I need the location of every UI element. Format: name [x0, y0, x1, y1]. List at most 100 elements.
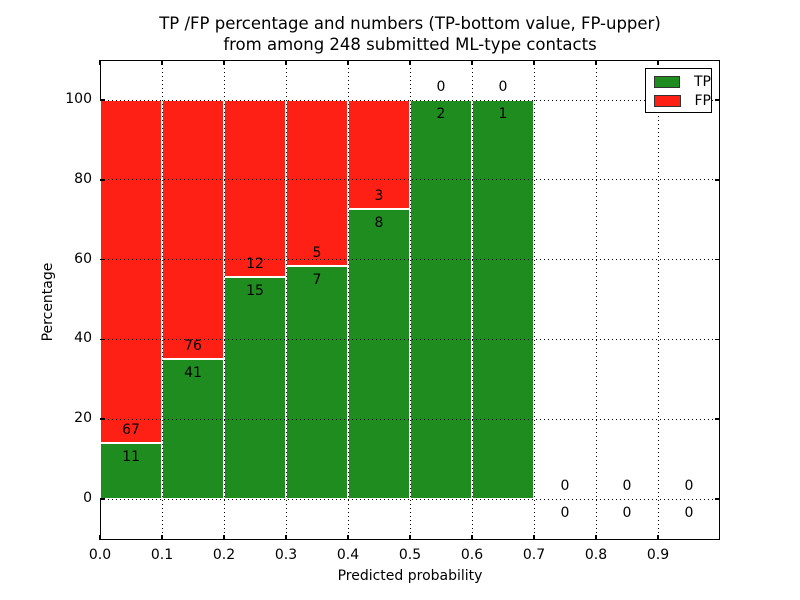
fp-count-label: 0 [560, 478, 570, 494]
tp-count-label: 41 [184, 365, 202, 382]
x-tick-mark [161, 535, 163, 540]
tp-count-label: 0 [684, 505, 694, 521]
x-tick-mark [161, 60, 163, 65]
y-tick-mark [715, 258, 720, 261]
y-tick-mark [715, 179, 720, 181]
fp-count-label: 0 [684, 478, 694, 494]
vertical-gridline [223, 60, 225, 540]
tp-count-label: 0 [560, 505, 570, 521]
y-tick-label: 100 [65, 91, 92, 107]
y-tick-label: 40 [74, 330, 92, 347]
vertical-gridline [657, 60, 659, 540]
x-tick-label: 0.7 [522, 547, 546, 563]
chart-title-line1: TP /FP percentage and numbers (TP-bottom… [159, 14, 661, 33]
y-tick-label: 20 [74, 410, 92, 427]
fp-bar-segment [162, 100, 224, 360]
y-tick-mark [715, 99, 720, 101]
x-tick-mark [471, 60, 473, 65]
legend: TP FP [645, 68, 712, 113]
chart-title-line2: from among 248 submitted ML-type contact… [223, 35, 597, 54]
x-tick-mark [347, 535, 349, 540]
tp-bar-segment [472, 100, 534, 499]
y-tick-mark [715, 338, 720, 341]
plot-area: 67 11 76 41 12 15 5 7 3 8 0 2 0 1 0 0 0 0 0 0 [99, 60, 720, 540]
x-tick-mark [99, 535, 101, 540]
fp-count-label: 5 [312, 245, 322, 262]
legend-item-label: TP [694, 73, 711, 90]
fp-bar-segment [224, 100, 286, 278]
legend-item: TP [646, 72, 711, 91]
x-tick-mark [409, 60, 411, 65]
x-tick-mark [657, 60, 659, 65]
fp-bar-segment [286, 100, 348, 267]
tp-count-label: 2 [436, 106, 446, 122]
x-tick-label: 0.1 [150, 547, 174, 563]
fp-count-label: 76 [184, 338, 202, 355]
legend-item-label: FP [694, 92, 712, 109]
tp-bar-segment [162, 359, 224, 499]
tp-count-label: 8 [374, 214, 384, 231]
x-tick-mark [533, 60, 535, 65]
y-tick-label: 60 [74, 250, 92, 267]
tp-count-label: 0 [622, 505, 632, 521]
x-tick-label: 0.5 [398, 547, 422, 563]
x-tick-label: 0.2 [212, 547, 236, 563]
vertical-gridline [471, 60, 473, 540]
x-tick-mark [471, 535, 473, 540]
vertical-gridline [409, 60, 411, 540]
x-tick-label: 0.3 [274, 547, 298, 563]
y-tick-mark [100, 418, 105, 420]
tp-count-label: 7 [312, 272, 322, 289]
x-tick-mark [223, 535, 225, 540]
tp-count-label: 15 [246, 283, 264, 300]
legend-swatch-fp [654, 94, 681, 107]
vertical-gridline [347, 60, 349, 540]
legend-item: FP [646, 91, 711, 110]
vertical-gridline [595, 60, 597, 540]
vertical-gridline [285, 60, 287, 540]
tp-count-label: 1 [498, 106, 508, 122]
x-tick-mark [285, 60, 287, 65]
vertical-gridline [533, 60, 535, 540]
chart-title: TP /FP percentage and numbers (TP-bottom… [100, 13, 720, 55]
x-tick-mark [595, 60, 597, 65]
x-tick-label: 0.4 [336, 547, 360, 563]
x-tick-label: 0.9 [646, 547, 670, 563]
y-tick-mark [100, 99, 105, 101]
fp-count-label: 0 [498, 79, 508, 95]
x-axis-label: Predicted probability [337, 568, 483, 584]
y-tick-mark [100, 498, 105, 500]
x-tick-label: 0.8 [584, 547, 608, 563]
x-tick-mark [657, 535, 659, 540]
x-tick-mark [409, 535, 411, 540]
fp-count-label: 3 [374, 187, 384, 204]
tp-bar-segment [410, 100, 472, 499]
x-tick-mark [347, 60, 349, 65]
vertical-gridline [161, 60, 163, 540]
legend-swatch-tp [654, 75, 680, 88]
fp-count-label: 67 [122, 421, 140, 438]
fp-count-label: 12 [246, 256, 264, 273]
y-tick-mark [100, 338, 105, 341]
y-tick-mark [715, 418, 720, 420]
x-tick-mark [223, 60, 225, 65]
tp-bar-segment [100, 442, 162, 499]
x-tick-mark [99, 60, 101, 65]
fp-count-label: 0 [436, 79, 446, 95]
tp-bar-segment [348, 208, 410, 499]
tp-bar-segment [224, 277, 286, 499]
y-tick-label: 0 [83, 490, 92, 506]
tp-bar-segment [286, 266, 348, 499]
fp-count-label: 0 [622, 478, 632, 494]
fp-bar-segment [100, 100, 162, 443]
y-axis-label: Percentage [40, 262, 56, 342]
x-tick-mark [533, 535, 535, 540]
tp-count-label: 11 [122, 448, 140, 465]
x-tick-label: 0.6 [460, 547, 484, 563]
y-tick-mark [100, 258, 105, 261]
y-tick-label: 80 [74, 170, 92, 187]
x-tick-mark [595, 535, 597, 540]
y-tick-mark [715, 498, 720, 500]
x-tick-label: 0.0 [88, 547, 112, 563]
